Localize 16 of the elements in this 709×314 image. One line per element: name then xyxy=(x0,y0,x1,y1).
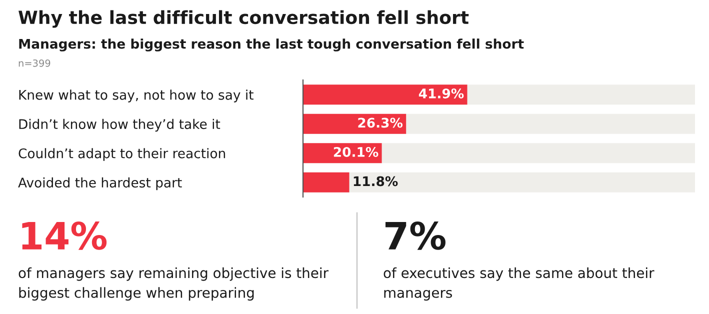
data-label: 20.1% xyxy=(334,146,378,157)
chart-title: Why the last difficult conversation fell short xyxy=(18,10,469,28)
text: of executives say the same about their managers xyxy=(384,267,654,301)
text: 7% xyxy=(386,222,446,250)
text: n=399 xyxy=(18,59,50,67)
data-label: 11.8% xyxy=(354,176,398,186)
y-tick-label: Knew what to say, not how to say it xyxy=(19,90,254,102)
chart-subtitle: Managers: the biggest reason the last tough conversation fell short xyxy=(19,38,524,52)
bar xyxy=(303,172,350,192)
y-tick-label: Avoided the hardest part xyxy=(18,177,182,190)
data-label: 41.9% xyxy=(418,88,464,98)
y-tick-label: Couldn’t adapt to their reaction xyxy=(18,148,226,161)
data-label: 26.3% xyxy=(358,118,403,128)
text: of managers say remaining objective is their biggest challenge when preparing xyxy=(18,267,329,301)
text: 14% xyxy=(22,222,107,250)
y-tick-label: Didn’t know how they’d take it xyxy=(19,118,220,132)
